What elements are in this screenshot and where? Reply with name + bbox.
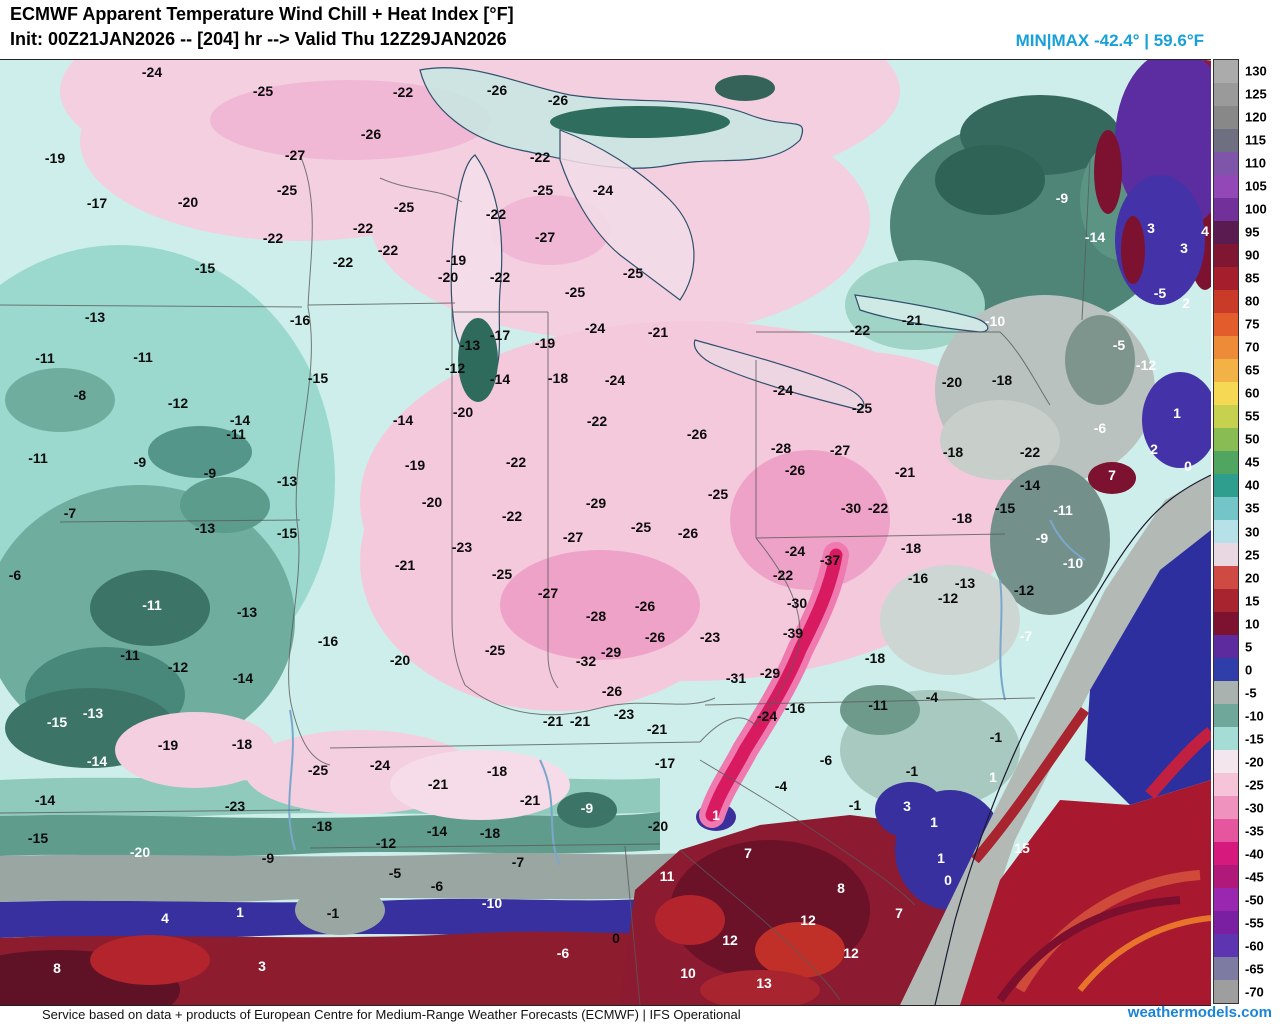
map-title: ECMWF Apparent Temperature Wind Chill + … <box>10 4 514 24</box>
colorbar-tick: 125 <box>1245 86 1267 102</box>
colorbar-tick: 60 <box>1245 385 1260 401</box>
colorbar-tick: 20 <box>1245 570 1260 586</box>
colorbar-cell <box>1214 382 1238 405</box>
colorbar-tick: -50 <box>1245 892 1264 908</box>
colorbar-tick: 55 <box>1245 408 1260 424</box>
colorbar-cell <box>1214 589 1238 612</box>
colorbar-tick: 10 <box>1245 616 1260 632</box>
state-borders <box>0 154 1091 1005</box>
colorbar-tick: 115 <box>1245 132 1266 148</box>
colorbar-cell <box>1214 267 1238 290</box>
colorbar-tick: 105 <box>1245 178 1267 194</box>
colorbar-cell <box>1214 957 1238 980</box>
colorbar-tick: 90 <box>1245 247 1260 263</box>
colorbar-cell <box>1214 750 1238 773</box>
colorbar-cell <box>1214 727 1238 750</box>
colorbar-cell <box>1214 60 1238 83</box>
colorbar-cell <box>1214 290 1238 313</box>
colorbar-cell <box>1214 773 1238 796</box>
weather-map <box>0 60 1211 1005</box>
colorbar-cell <box>1214 612 1238 635</box>
colorbar-tick: -40 <box>1245 846 1264 862</box>
colorbar-tick: 120 <box>1245 109 1267 125</box>
south-warm-bands <box>0 712 1005 1005</box>
colorbar-tick: -65 <box>1245 961 1264 977</box>
colorbar-cell <box>1214 405 1238 428</box>
colorbar-cell <box>1214 911 1238 934</box>
colorbar-tick: -35 <box>1245 823 1264 839</box>
colorbar-cell <box>1214 980 1238 1003</box>
colorbar-tick: 65 <box>1245 362 1260 378</box>
rivers <box>288 519 1086 866</box>
colorbar-tick: 85 <box>1245 270 1260 286</box>
colorbar-tick: 5 <box>1245 639 1253 655</box>
colorbar-cell <box>1214 796 1238 819</box>
colorbar-tick: 80 <box>1245 293 1260 309</box>
colorbar-tick: -70 <box>1245 984 1264 1000</box>
colorbar-tick: -55 <box>1245 915 1264 931</box>
colorbar-tick: 130 <box>1245 63 1267 79</box>
colorbar-tick: -45 <box>1245 869 1264 885</box>
colorbar-tick: 25 <box>1245 547 1260 563</box>
colorbar-cell <box>1214 359 1238 382</box>
colorbar-cell <box>1214 474 1238 497</box>
colorbar-tick: 95 <box>1245 224 1260 240</box>
colorbar-tick: -60 <box>1245 938 1264 954</box>
colorbar-tick: -15 <box>1245 731 1264 747</box>
colorbar-tick: -25 <box>1245 777 1264 793</box>
colorbar-cell <box>1214 175 1238 198</box>
colorbar-cell <box>1214 336 1238 359</box>
teal-regions <box>0 245 335 768</box>
colorbar-cell <box>1214 566 1238 589</box>
colorbar-tick: 0 <box>1245 662 1253 678</box>
colorbar-tick: 45 <box>1245 454 1260 470</box>
colorbar-cell <box>1214 704 1238 727</box>
colorbar-cell <box>1214 819 1238 842</box>
colorbar-cell <box>1214 520 1238 543</box>
colorbar-cell <box>1214 221 1238 244</box>
colorbar-cell <box>1214 129 1238 152</box>
colorbar-cell <box>1214 658 1238 681</box>
colorbar-tick: 15 <box>1245 593 1260 609</box>
colorbar-cell <box>1214 313 1238 336</box>
init-valid-line: Init: 00Z21JAN2026 -- [204] hr --> Valid… <box>10 29 507 49</box>
colorbar-tick: 30 <box>1245 524 1260 539</box>
colorbar-cell <box>1214 497 1238 520</box>
colorbar-cell <box>1214 152 1238 175</box>
colorbar-tick: 35 <box>1245 500 1260 516</box>
attribution-text: Service based on data + products of Euro… <box>42 1007 741 1022</box>
colorbar-tick: 110 <box>1245 155 1266 171</box>
colorbar-tick: 70 <box>1245 339 1260 355</box>
colorbar-tick: 100 <box>1245 201 1267 217</box>
colorbar-tick: -30 <box>1245 800 1264 816</box>
colorbar-cell <box>1214 106 1238 129</box>
colorbar-tick: 50 <box>1245 431 1260 447</box>
colorbar-cell <box>1214 451 1238 474</box>
brand-link[interactable]: weathermodels.com <box>1127 1004 1272 1021</box>
colorbar-cell <box>1214 198 1238 221</box>
colorbar-cell <box>1214 244 1238 267</box>
minmax-value: MIN|MAX -42.4° | 59.6°F <box>1015 31 1204 50</box>
colorbar-cell <box>1214 681 1238 704</box>
colorbar-tick: -10 <box>1245 708 1264 724</box>
great-lakes <box>419 67 989 411</box>
colorbar-cell <box>1214 635 1238 658</box>
colorbar-tick: 75 <box>1245 316 1260 332</box>
colorbar-cell <box>1214 543 1238 566</box>
colorbar <box>1213 59 1239 1004</box>
colorbar-cell <box>1214 842 1238 865</box>
colorbar-tick: 40 <box>1245 477 1260 493</box>
colorbar-cell <box>1214 934 1238 957</box>
colorbar-cell <box>1214 888 1238 911</box>
colorbar-cell <box>1214 83 1238 106</box>
colorbar-cell <box>1214 428 1238 451</box>
colorbar-cell <box>1214 865 1238 888</box>
colorbar-tick: -20 <box>1245 754 1264 770</box>
ocean-region <box>900 474 1211 1005</box>
map-area <box>0 59 1211 1006</box>
colorbar-tick: -5 <box>1245 685 1257 701</box>
